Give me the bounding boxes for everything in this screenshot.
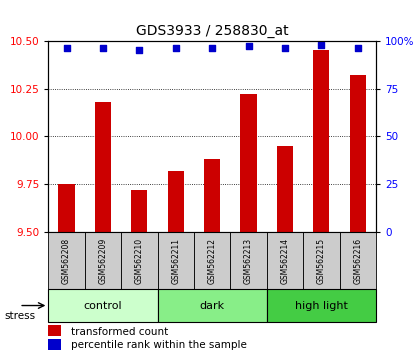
Text: GSM562209: GSM562209	[98, 238, 108, 284]
Bar	[267, 289, 376, 322]
Bar	[277, 146, 293, 232]
Point	[63, 46, 70, 51]
Bar	[240, 94, 257, 232]
Bar	[85, 232, 121, 289]
Bar	[58, 184, 75, 232]
Text: percentile rank within the sample: percentile rank within the sample	[71, 340, 247, 350]
Bar	[303, 232, 339, 289]
Bar	[95, 102, 111, 232]
Bar	[48, 325, 61, 336]
Bar	[48, 232, 85, 289]
Point	[136, 47, 143, 53]
Text: GSM562213: GSM562213	[244, 238, 253, 284]
Text: GSM562214: GSM562214	[281, 238, 289, 284]
Bar	[267, 232, 303, 289]
Text: stress: stress	[4, 311, 35, 321]
Text: GSM562216: GSM562216	[353, 238, 362, 284]
Bar	[230, 232, 267, 289]
Text: GSM562210: GSM562210	[135, 238, 144, 284]
Point	[100, 46, 106, 51]
Bar	[131, 190, 147, 232]
Bar	[194, 232, 230, 289]
Bar	[48, 339, 61, 350]
Point	[245, 44, 252, 49]
Text: GSM562208: GSM562208	[62, 238, 71, 284]
Text: GSM562211: GSM562211	[171, 238, 180, 284]
Bar	[48, 289, 158, 322]
Text: GSM562212: GSM562212	[207, 238, 217, 284]
Bar	[313, 50, 330, 232]
Bar	[158, 289, 267, 322]
Text: GSM562215: GSM562215	[317, 238, 326, 284]
Bar	[121, 232, 158, 289]
Title: GDS3933 / 258830_at: GDS3933 / 258830_at	[136, 24, 289, 38]
Bar	[168, 171, 184, 232]
Point	[209, 46, 215, 51]
Bar	[204, 159, 221, 232]
Bar	[349, 75, 366, 232]
Bar	[158, 232, 194, 289]
Point	[354, 46, 361, 51]
Text: dark: dark	[200, 301, 225, 310]
Text: high light: high light	[295, 301, 348, 310]
Bar	[339, 232, 376, 289]
Point	[172, 46, 179, 51]
Point	[318, 42, 325, 47]
Text: control: control	[84, 301, 122, 310]
Text: transformed count: transformed count	[71, 327, 168, 337]
Point	[281, 46, 288, 51]
